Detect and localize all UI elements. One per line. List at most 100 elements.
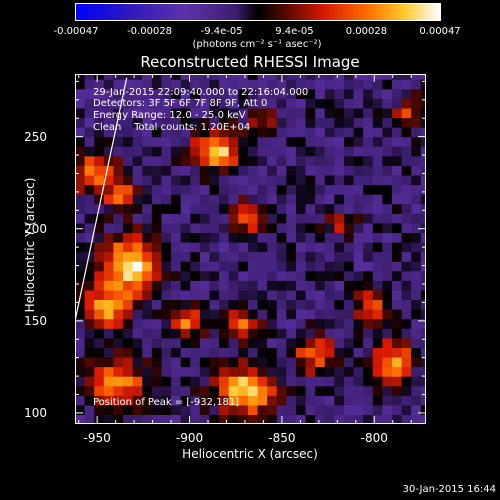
heatmap-cell bbox=[219, 366, 230, 377]
heatmap-cell bbox=[219, 337, 230, 348]
heatmap-cell bbox=[161, 146, 172, 157]
heatmap-cell bbox=[161, 79, 172, 90]
heatmap-cell bbox=[238, 174, 249, 186]
heatmap-cell bbox=[334, 261, 345, 272]
heatmap-cell bbox=[103, 404, 115, 416]
heatmap-cell bbox=[382, 136, 393, 147]
heatmap-cell bbox=[180, 328, 191, 339]
heatmap-cell bbox=[94, 174, 105, 186]
heatmap-cell bbox=[199, 74, 211, 80]
heatmap-cell bbox=[334, 127, 345, 138]
heatmap-cell bbox=[142, 222, 153, 234]
heatmap-cell bbox=[382, 366, 393, 377]
heatmap-cell bbox=[353, 309, 364, 320]
heatmap-cell bbox=[142, 74, 153, 80]
heatmap-cell bbox=[84, 376, 95, 387]
heatmap-cell bbox=[372, 165, 384, 176]
heatmap-cell bbox=[343, 309, 355, 320]
colorbar-tick-label: -0.00047 bbox=[53, 26, 99, 37]
heatmap-cell bbox=[324, 127, 335, 138]
heatmap-cell bbox=[219, 414, 230, 424]
heatmap-cell bbox=[113, 136, 124, 147]
heatmap-cell bbox=[334, 79, 345, 90]
heatmap-cell bbox=[123, 107, 134, 119]
heatmap-cell bbox=[228, 184, 239, 195]
heatmap-cell bbox=[315, 203, 326, 214]
heatmap-cell bbox=[171, 318, 182, 329]
heatmap-cell bbox=[209, 347, 220, 358]
heatmap-cell bbox=[103, 376, 115, 387]
heatmap-cell bbox=[75, 232, 86, 243]
heatmap-cell bbox=[161, 136, 172, 147]
heatmap-cell bbox=[151, 404, 163, 416]
heatmap-cell bbox=[420, 136, 426, 147]
heatmap-cell bbox=[238, 318, 249, 329]
heatmap-cell bbox=[420, 79, 426, 90]
heatmap-cell bbox=[113, 280, 124, 291]
heatmap-cell bbox=[420, 107, 426, 119]
heatmap-cell bbox=[372, 79, 384, 90]
heatmap-cell bbox=[142, 270, 153, 281]
heatmap-cell bbox=[363, 194, 374, 205]
heatmap-cell bbox=[94, 376, 105, 387]
heatmap-cell bbox=[305, 270, 316, 281]
heatmap-cell bbox=[238, 203, 249, 214]
heatmap-cell bbox=[103, 146, 115, 157]
chart-title: Reconstructed RHESSI Image bbox=[140, 53, 360, 71]
heatmap-cell bbox=[401, 98, 412, 109]
heatmap-cell bbox=[123, 98, 134, 109]
heatmap-cell bbox=[94, 213, 105, 224]
heatmap-cell bbox=[324, 232, 335, 243]
heatmap-cell bbox=[228, 174, 239, 186]
heatmap-cell bbox=[315, 136, 326, 147]
heatmap-cell bbox=[295, 328, 307, 339]
heatmap-cell bbox=[84, 107, 95, 119]
heatmap-cell bbox=[171, 309, 182, 320]
heatmap-cell bbox=[171, 88, 182, 99]
heatmap-cell bbox=[334, 328, 345, 339]
heatmap-cell bbox=[142, 146, 153, 157]
heatmap-cell bbox=[228, 280, 239, 291]
heatmap-cell bbox=[123, 213, 134, 224]
heatmap-cell bbox=[142, 98, 153, 109]
heatmap-cell bbox=[75, 155, 86, 166]
heatmap-cell bbox=[84, 117, 95, 128]
heatmap-cell bbox=[267, 404, 278, 416]
annotation-method: Clean Total counts: 1.20E+04 bbox=[93, 122, 251, 133]
heatmap-cell bbox=[363, 270, 374, 281]
heatmap-cell bbox=[75, 328, 86, 339]
heatmap-cell bbox=[142, 376, 153, 387]
heatmap-cell bbox=[94, 270, 105, 281]
heatmap-cell bbox=[411, 280, 422, 291]
heatmap-cell bbox=[219, 98, 230, 109]
heatmap-cell bbox=[267, 347, 278, 358]
heatmap-cell bbox=[103, 318, 115, 329]
heatmap-cell bbox=[420, 127, 426, 138]
heatmap-cell bbox=[305, 299, 316, 310]
heatmap-cell bbox=[84, 88, 95, 99]
heatmap-cell bbox=[132, 127, 143, 138]
heatmap-cell bbox=[103, 337, 115, 348]
heatmap-cell bbox=[411, 318, 422, 329]
heatmap-cell bbox=[420, 117, 426, 128]
heatmap-cell bbox=[132, 232, 143, 243]
heatmap-cell bbox=[161, 107, 172, 119]
heatmap-cell bbox=[132, 107, 143, 119]
heatmap-cell bbox=[94, 98, 105, 109]
heatmap-cell bbox=[180, 337, 191, 348]
heatmap-cell bbox=[75, 280, 86, 291]
heatmap-cell bbox=[151, 347, 163, 358]
heatmap-cell bbox=[315, 404, 326, 416]
heatmap-cell bbox=[286, 232, 297, 243]
heatmap-cell bbox=[343, 194, 355, 205]
heatmap-cell bbox=[324, 194, 335, 205]
heatmap-cell bbox=[209, 261, 220, 272]
heatmap-cell bbox=[180, 79, 191, 90]
heatmap-cell bbox=[372, 184, 384, 195]
heatmap-cell bbox=[103, 107, 115, 119]
heatmap-cell bbox=[353, 347, 364, 358]
heatmap-cell bbox=[276, 213, 287, 224]
heatmap-cell bbox=[123, 385, 134, 396]
heatmap-cell bbox=[238, 289, 249, 301]
heatmap-cell bbox=[142, 261, 153, 272]
